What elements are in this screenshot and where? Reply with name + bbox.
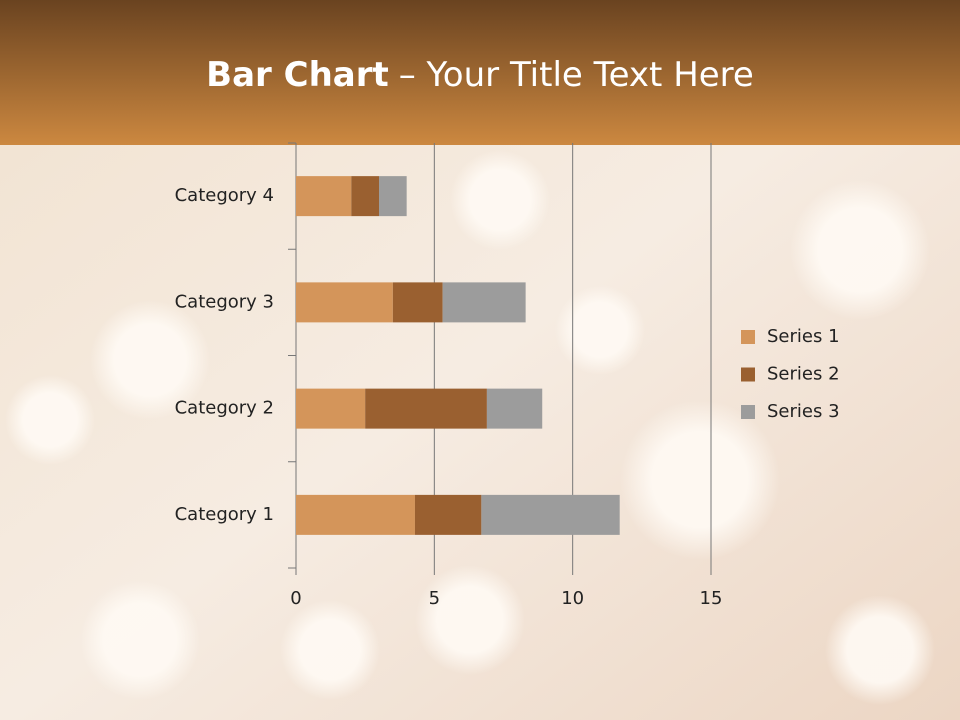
bokeh — [5, 150, 935, 705]
y-tick-label: Category 4 — [175, 185, 274, 206]
legend-label: Series 1 — [767, 326, 840, 347]
legend-swatch — [741, 330, 755, 344]
legend-swatch — [741, 405, 755, 419]
legend-label: Series 3 — [767, 401, 840, 422]
bar-segment — [365, 388, 487, 429]
bar-segment — [296, 282, 393, 323]
x-tick-label: 0 — [290, 588, 301, 609]
slide-title: Bar Chart – Your Title Text Here — [206, 55, 754, 95]
y-tick-label: Category 1 — [175, 504, 274, 525]
title-rest: – Your Title Text Here — [399, 55, 754, 95]
bar-segment — [414, 494, 482, 535]
bar-segment — [379, 176, 407, 217]
bar-segment — [351, 176, 379, 217]
legend-label: Series 2 — [767, 364, 840, 385]
bar-segment — [392, 282, 443, 323]
legend-swatch — [741, 367, 755, 382]
bar-segment — [481, 494, 620, 535]
title-bold: Bar Chart — [206, 55, 389, 95]
header-band — [0, 0, 960, 145]
bar-segment — [296, 494, 415, 535]
bar-segment — [296, 176, 352, 217]
bar-segment — [442, 282, 526, 323]
bar-segment — [296, 388, 366, 429]
bar-segment — [486, 388, 543, 429]
y-tick-label: Category 2 — [175, 398, 274, 419]
x-tick-label: 15 — [700, 588, 723, 609]
y-tick-label: Category 3 — [175, 291, 274, 312]
x-tick-label: 5 — [429, 588, 440, 609]
x-tick-label: 10 — [561, 588, 584, 609]
